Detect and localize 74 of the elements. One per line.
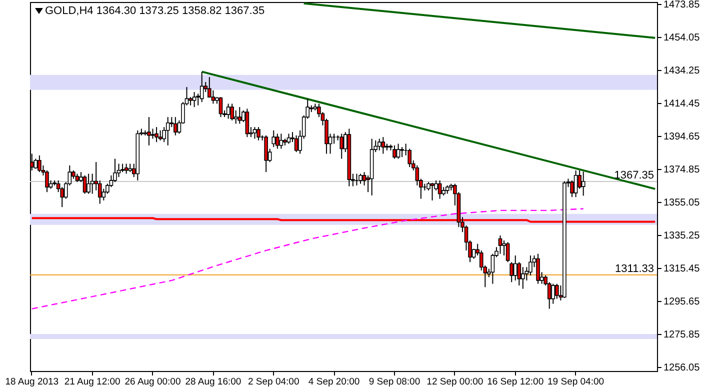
- candlestick: [513, 254, 518, 281]
- x-tick-label: 19 Sep 04:00: [548, 376, 604, 388]
- y-tick-label: 1295.65: [664, 296, 700, 308]
- candlestick: [230, 103, 234, 121]
- candlestick: [272, 130, 276, 148]
- candlestick: [276, 133, 280, 150]
- y-tick-label: 1256.05: [664, 362, 700, 374]
- candlestick: [264, 134, 268, 173]
- candlestick: [358, 173, 362, 184]
- candlestick: [154, 126, 158, 143]
- ref-line-label: 1311.33: [615, 262, 654, 275]
- candlestick: [555, 283, 559, 300]
- candlestick: [158, 130, 162, 141]
- x-tick-label: 4 Sep 20:00: [308, 376, 360, 388]
- candlestick: [498, 234, 502, 254]
- line-series: [31, 208, 584, 310]
- candlestick: [86, 173, 90, 194]
- y-tick-label: 1315.45: [664, 264, 700, 275]
- candlestick: [377, 138, 382, 151]
- y-tick-label: 1454.05: [664, 32, 700, 44]
- candlestick: [286, 133, 291, 144]
- candlestick: [147, 116, 151, 146]
- candlestick: [438, 180, 442, 200]
- candlestick: [38, 154, 42, 173]
- candlestick: [211, 90, 216, 104]
- y-tick-label: 1434.25: [664, 65, 700, 76]
- x-tick-label: 28 Aug 16:00: [185, 376, 242, 388]
- candlestick: [124, 163, 128, 174]
- candlestick: [150, 128, 155, 140]
- candlestick: [294, 134, 298, 153]
- candlestick: [430, 182, 434, 201]
- x-tick-label: 2 Sep 04:00: [248, 376, 300, 388]
- y-tick-label: 1394.65: [664, 131, 700, 142]
- candlestick: [396, 143, 400, 160]
- candlestick: [400, 146, 404, 158]
- candlestick: [392, 144, 396, 160]
- candlestick: [226, 103, 230, 120]
- candlestick: [581, 171, 586, 196]
- candlestick: [551, 283, 556, 304]
- candlestick: [245, 108, 250, 138]
- y-tick-label: 1275.85: [664, 330, 700, 341]
- candlestick: [574, 170, 578, 198]
- y-tick-label: 1355.05: [664, 198, 700, 209]
- ref-line-label: 1367.35: [614, 170, 654, 182]
- candlestick: [256, 126, 260, 141]
- candlestick: [174, 116, 178, 136]
- candlestick: [340, 133, 344, 160]
- candlestick: [252, 126, 257, 140]
- y-tick-label: 1374.85: [664, 164, 700, 176]
- x-tick-label: 21 Aug 12:00: [64, 376, 120, 388]
- candlestick: [381, 136, 386, 154]
- y-tick-label: 1414.45: [664, 98, 700, 110]
- candlestick: [234, 110, 238, 124]
- x-tick-label: 16 Sep 12:00: [487, 376, 544, 388]
- candlestick: [506, 242, 510, 263]
- candlestick: [192, 92, 196, 108]
- y-tick-label: 1335.25: [664, 230, 700, 242]
- candlestick: [238, 106, 242, 124]
- x-tick-label: 26 Aug 00:00: [124, 376, 181, 388]
- candlestick: [218, 96, 223, 118]
- x-tick-label: 18 Aug 2013: [5, 376, 59, 388]
- x-tick-label: 9 Sep 08:00: [368, 376, 420, 388]
- candlestick: [200, 72, 204, 103]
- candlestick: [113, 158, 117, 183]
- y-tick-label: 1473.85: [664, 0, 700, 10]
- candlestick: [82, 174, 87, 194]
- candlestick: [166, 116, 170, 146]
- candlestick: [45, 170, 49, 193]
- x-tick-label: 12 Sep 00:00: [426, 376, 484, 388]
- chart-title: GOLD,H4 1364.30 1373.25 1358.82 1367.35: [45, 5, 265, 17]
- candlestick: [536, 253, 540, 284]
- candlestick: [521, 266, 525, 290]
- candlestick: [279, 133, 284, 150]
- candlestick: [510, 262, 514, 283]
